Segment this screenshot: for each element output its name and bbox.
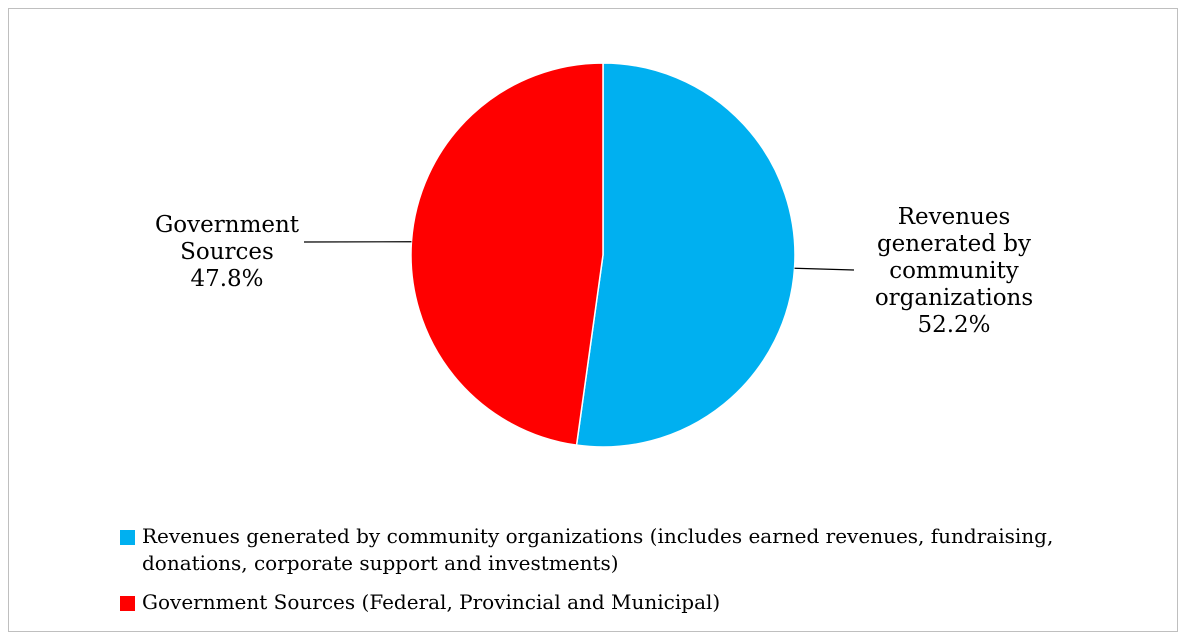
leader-lines bbox=[303, 241, 855, 271]
data-label-revenues-line-2: generated by bbox=[876, 231, 1032, 257]
pie-slice-revenues bbox=[575, 62, 796, 448]
legend-item-government: Government Sources (Federal, Provincial … bbox=[119, 589, 1129, 616]
legend-item-revenues: Revenues generated by community organiza… bbox=[119, 523, 1129, 577]
leader-line-revenues bbox=[794, 267, 855, 271]
legend-swatch-government bbox=[120, 596, 135, 611]
data-label-government-line-2: Sources bbox=[180, 239, 274, 265]
legend: Revenues generated by community organiza… bbox=[119, 523, 1129, 628]
pie-slices bbox=[410, 62, 796, 448]
data-label-revenues: Revenues generated by community organiza… bbox=[849, 204, 1059, 339]
pie-slice-government bbox=[410, 62, 604, 447]
data-label-revenues-line-3: community bbox=[889, 258, 1019, 284]
data-label-government: Government Sources 47.8% bbox=[127, 212, 327, 293]
data-label-revenues-line-4: organizations bbox=[874, 285, 1034, 311]
data-label-government-value: 47.8% bbox=[190, 266, 264, 292]
data-label-government-line-1: Government bbox=[154, 212, 300, 238]
legend-swatch-revenues bbox=[120, 530, 135, 545]
pie-chart bbox=[303, 62, 855, 448]
data-label-revenues-value: 52.2% bbox=[917, 312, 991, 338]
data-label-revenues-line-1: Revenues bbox=[897, 204, 1011, 230]
legend-label-revenues: Revenues generated by community organiza… bbox=[142, 524, 1054, 575]
chart-area: Government Sources 47.8% Revenues genera… bbox=[8, 8, 1178, 632]
legend-label-government: Government Sources (Federal, Provincial … bbox=[142, 590, 721, 614]
